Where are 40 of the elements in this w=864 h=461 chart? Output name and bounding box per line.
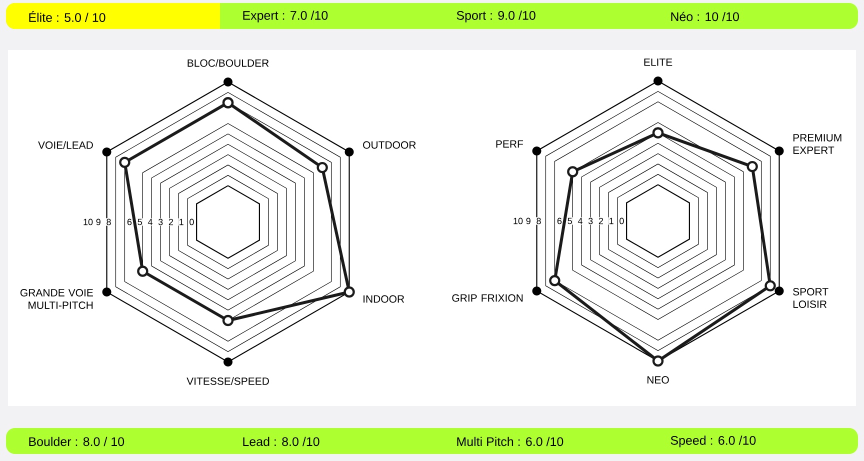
y-tick-label: 8 xyxy=(536,218,541,224)
text: Élite : 5.0 / 10 xyxy=(29,11,106,22)
spoke-label: VITESSE/SPEED xyxy=(186,377,269,385)
y-tick-label: 3 xyxy=(158,218,163,226)
y-tick-label: 6 xyxy=(557,218,562,224)
text: Néo : 10 /10 xyxy=(671,12,739,22)
y-tick-label: 2 xyxy=(168,218,174,226)
y-tick-label: 1 xyxy=(610,218,614,224)
y-tick-label: 2 xyxy=(598,218,604,224)
text: Lead : 8.0 /10 xyxy=(243,436,320,446)
y-tick-label: 4 xyxy=(578,218,582,224)
spoke-label: NEO xyxy=(647,376,669,384)
spoke-label: BLOC/BOULDER xyxy=(188,59,269,67)
spoke-label: OUTDOOR xyxy=(363,141,416,149)
y-tick-label: 5 xyxy=(138,218,142,226)
y-tick-label: 10 xyxy=(84,218,93,226)
spoke-label: GRANDE VOIE MULTI-PITCH xyxy=(20,289,93,309)
spoke-label: PERF xyxy=(496,140,524,148)
text: Boulder : 8.0 / 10 xyxy=(29,436,124,446)
text: Speed : 6.0 /10 xyxy=(670,436,756,448)
text: Sport : 9.0 /10 xyxy=(456,10,536,22)
y-tick-label: 10 xyxy=(514,218,523,224)
y-tick-label: 9 xyxy=(526,218,530,224)
y-tick-label: 6 xyxy=(127,218,132,226)
spoke-label: INDOOR xyxy=(364,295,404,303)
y-tick-label: 0 xyxy=(620,218,624,224)
text: Expert : 7.0 /10 xyxy=(243,10,328,22)
y-tick-label: 1 xyxy=(180,218,184,226)
spoke-label: PREMIUM EXPERT xyxy=(793,134,842,154)
y-tick-label: 8 xyxy=(106,218,111,226)
spoke-label: ELITE xyxy=(644,58,672,66)
spoke-label: VOIE/LEAD xyxy=(38,141,93,149)
y-tick-label: 5 xyxy=(568,218,572,224)
y-tick-label: 4 xyxy=(148,218,152,226)
y-tick-label: 3 xyxy=(588,218,593,224)
y-tick-label: 0 xyxy=(190,218,194,226)
y-tick-label: 9 xyxy=(96,218,100,226)
spoke-label: SPORT LOISIR xyxy=(793,288,828,308)
spoke-label: GRIP FRIXION xyxy=(452,294,523,302)
text: Multi Pitch : 6.0 /10 xyxy=(457,436,564,446)
